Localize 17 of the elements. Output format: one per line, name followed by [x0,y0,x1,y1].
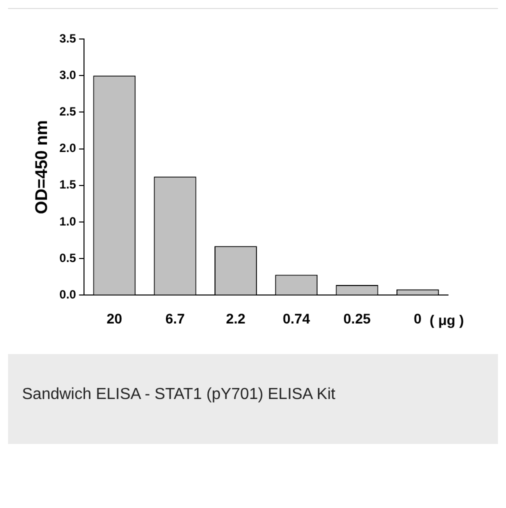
x-axis-title: ( μg ) [430,312,464,328]
x-tick-label: 20 [106,310,122,326]
text: Sandwich ELISA - STAT1 (pY701) ELISA Kit [22,385,336,405]
y-tick-label: 2.0 [59,141,76,156]
x-tick-label: 6.7 [165,310,186,326]
x-tick-label: 2.2 [226,310,246,326]
y-tick-label: 3.5 [59,31,76,46]
y-tick-label: 1.0 [59,214,76,228]
y-tick-label: 2.5 [59,104,76,119]
x-tick-label: 0.74 [282,310,310,326]
y-axis-title: OD=450 nm [32,120,51,214]
y-tick-label: 0.5 [59,250,76,265]
y-tick-label: 3.0 [59,68,76,82]
y-tick-label: 0.0 [59,288,76,302]
x-tick-label: 0.25 [343,310,371,326]
x-tick-label: 0 [414,310,422,326]
y-tick-label: 1.5 [59,178,76,192]
